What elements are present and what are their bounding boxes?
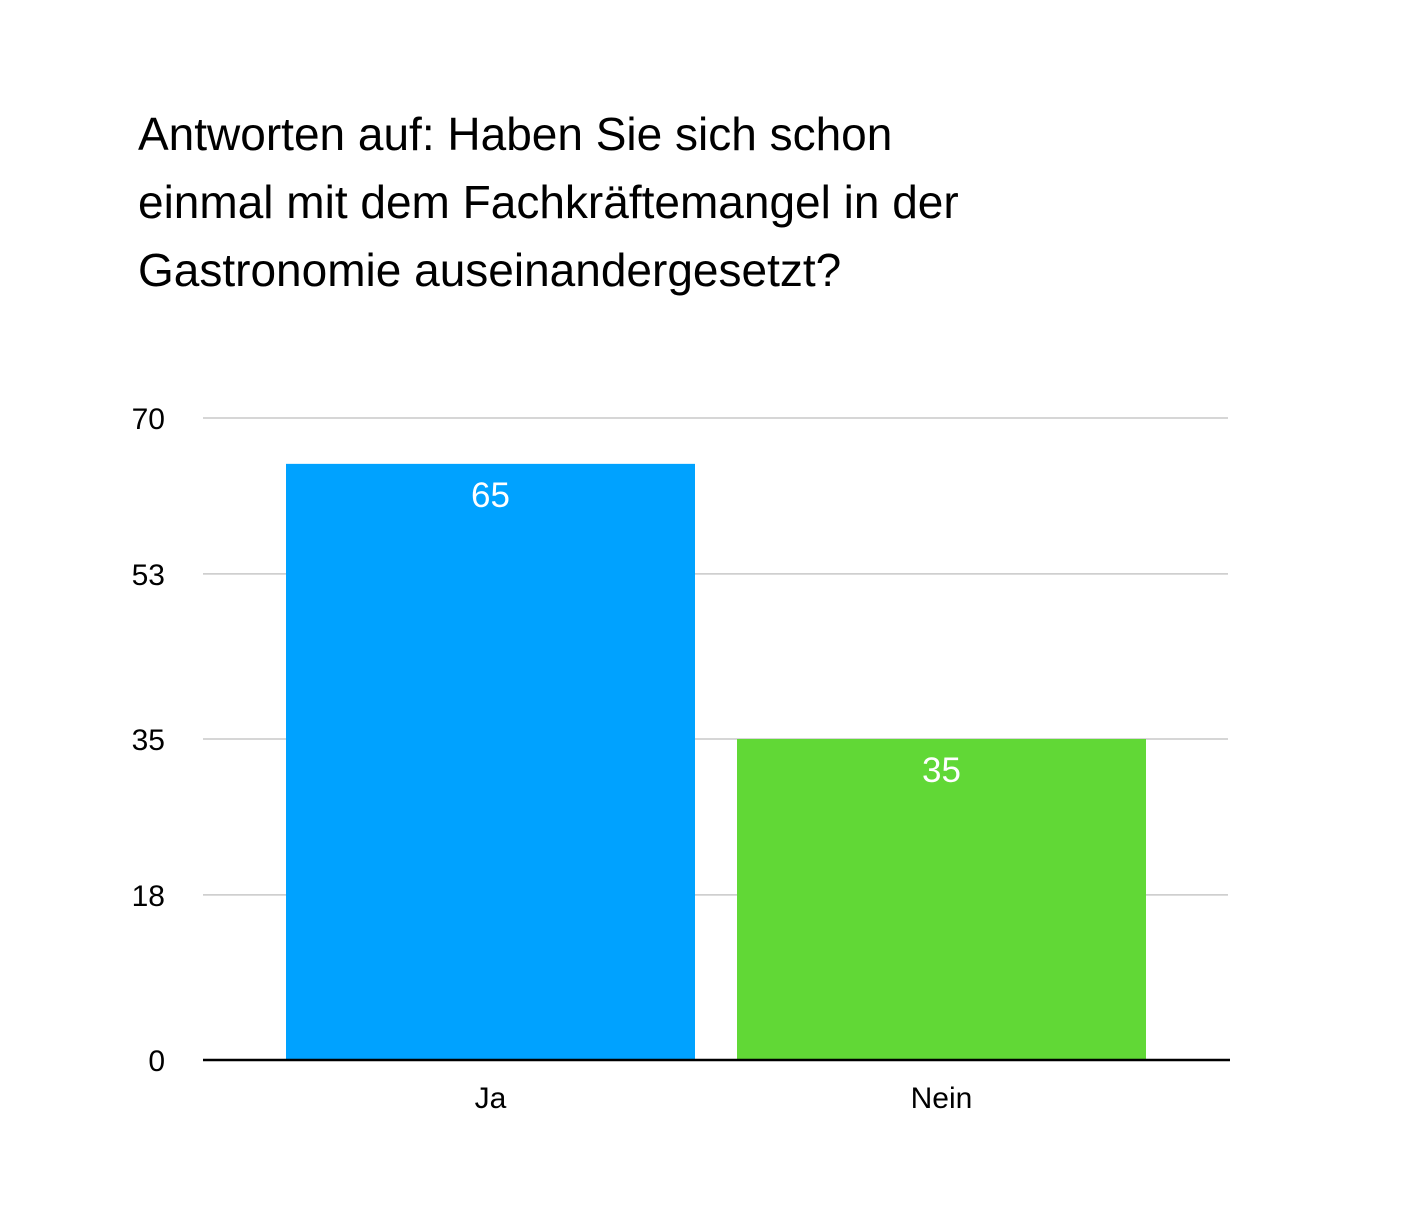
x-tick-label: Nein <box>911 1082 973 1115</box>
bar-nein <box>737 739 1146 1060</box>
y-tick-label: 53 <box>132 559 165 592</box>
x-tick-label: Ja <box>475 1082 507 1115</box>
y-tick-label: 0 <box>148 1045 165 1078</box>
data-label: 35 <box>922 751 961 790</box>
y-tick-label: 70 <box>132 403 165 436</box>
chart-title: Antworten auf: Haben Sie sich schon einm… <box>138 100 1238 304</box>
y-tick-label: 18 <box>132 880 165 913</box>
y-tick-label: 35 <box>132 724 165 757</box>
bar-ja <box>286 463 695 1060</box>
chart-title-line: einmal mit dem Fachkräftemangel in der <box>138 176 959 228</box>
chart-title-line: Antworten auf: Haben Sie sich schon <box>138 108 893 160</box>
data-label: 65 <box>471 476 510 515</box>
chart-title-line: Gastronomie auseinandergesetzt? <box>138 244 842 296</box>
